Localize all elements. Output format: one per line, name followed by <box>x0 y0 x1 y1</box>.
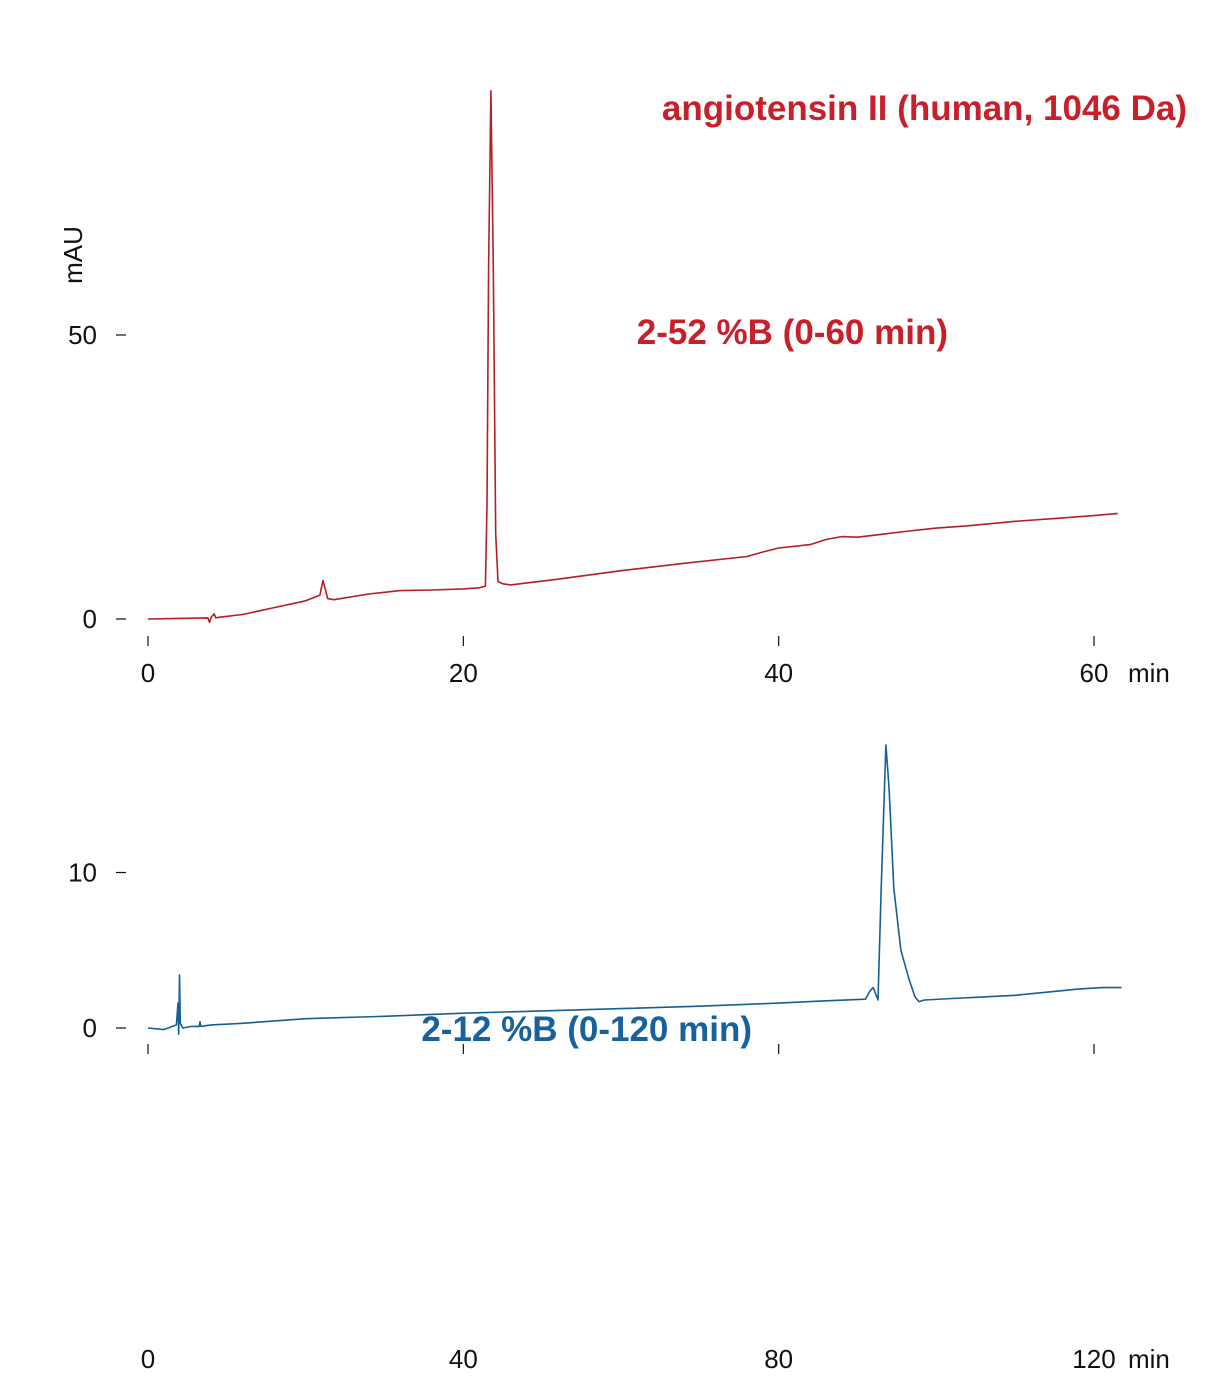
chart-top-title: angiotensin II (human, 1046 Da) <box>662 89 1187 128</box>
chart-top-ylabel: mAU <box>58 226 88 284</box>
chart-top-xticks: 0 20 40 60 <box>141 636 1109 688</box>
top-xtick-label: 40 <box>764 658 793 688</box>
chart-top-series-line <box>147 90 1118 624</box>
bot-ytick-label: 0 <box>83 1013 97 1043</box>
top-xtick-label: 20 <box>449 658 478 688</box>
top-xtick-label: 0 <box>141 658 155 688</box>
top-ytick-label: 50 <box>68 320 97 350</box>
chart-top-xunit: min <box>1128 658 1170 688</box>
chart-bottom: 2-12 %B (0-120 min) min 0 40 80 120 0 10 <box>68 744 1170 1374</box>
chart-top-yticks: 0 50 <box>68 320 126 634</box>
top-ytick-label: 0 <box>83 604 97 634</box>
bot-xtick-label: 120 <box>1072 1344 1115 1374</box>
chart-bottom-annotation: 2-12 %B (0-120 min) <box>421 1010 752 1049</box>
bot-ytick-label: 10 <box>68 858 97 888</box>
chart-bottom-xunit: min <box>1128 1344 1170 1374</box>
chart-bottom-yticks: 0 10 <box>68 858 126 1043</box>
bot-xtick-label: 80 <box>764 1344 793 1374</box>
chart-bottom-xticks: 0 40 80 120 <box>141 1044 1116 1374</box>
bot-xtick-label: 40 <box>449 1344 478 1374</box>
chart-top-annotation: 2-52 %B (0-60 min) <box>637 313 948 352</box>
chart-bottom-series-line <box>147 744 1122 1035</box>
top-xtick-label: 60 <box>1080 658 1109 688</box>
chart-top: angiotensin II (human, 1046 Da) 2-52 %B … <box>58 89 1187 688</box>
bot-xtick-label: 0 <box>141 1344 155 1374</box>
